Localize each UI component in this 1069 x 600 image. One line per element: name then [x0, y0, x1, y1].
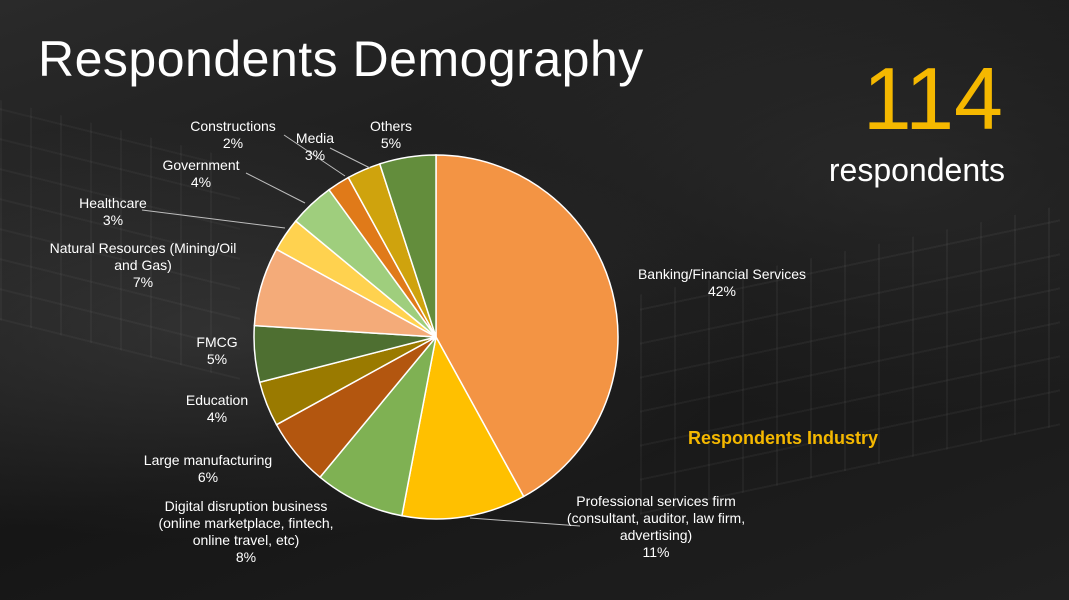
slice-label: Healthcare 3%	[79, 195, 147, 228]
slice-label: Professional services firm (consultant, a…	[567, 493, 745, 560]
page-title: Respondents Demography	[38, 31, 644, 87]
leader-line	[141, 209, 286, 229]
chart-caption: Respondents Industry	[688, 428, 879, 448]
slice-label: Large manufacturing 6%	[144, 452, 272, 485]
slice-label: Digital disruption business (online marke…	[158, 498, 333, 565]
pie-slice	[378, 154, 437, 338]
slice-label: Natural Resources (Mining/Oil and Gas) 7%	[50, 240, 237, 290]
leader-line	[245, 172, 306, 204]
pie-slice	[401, 334, 525, 520]
slice-label: Constructions 2%	[190, 118, 276, 151]
respondent-count-label: respondents	[828, 152, 1005, 188]
pie-slice	[435, 154, 619, 498]
slice-label: Media 3%	[296, 130, 334, 163]
slice-label: FMCG 5%	[196, 334, 237, 367]
slice-label: Banking/Financial Services 42%	[638, 266, 806, 299]
pie-slice	[318, 336, 437, 517]
slice-label: Education 4%	[186, 392, 248, 425]
leader-line	[329, 147, 371, 169]
slice-label: Government 4%	[162, 157, 239, 190]
respondent-count: 114	[862, 49, 1003, 148]
leader-line	[469, 517, 581, 527]
slice-label: Others 5%	[370, 118, 412, 151]
leader-line	[283, 134, 346, 177]
